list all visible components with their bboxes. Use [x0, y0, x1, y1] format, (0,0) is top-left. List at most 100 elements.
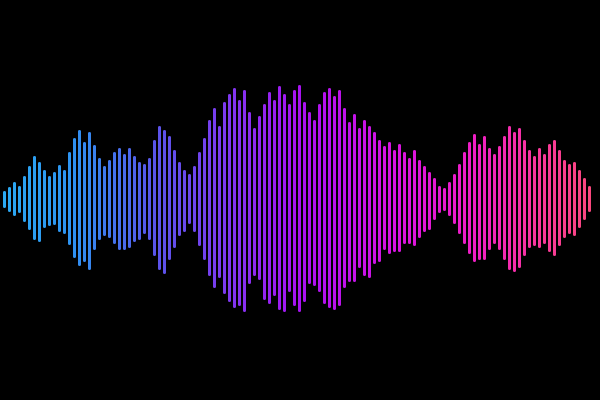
waveform-bar	[393, 150, 396, 252]
waveform-bar	[373, 132, 376, 264]
waveform-bar	[518, 128, 521, 268]
waveform-bar	[183, 170, 186, 232]
waveform-bar	[173, 150, 176, 248]
waveform-bar	[448, 182, 451, 216]
waveform-bar	[458, 164, 461, 234]
waveform-bar	[538, 148, 541, 248]
waveform-bar	[468, 142, 471, 254]
waveform-bar	[268, 92, 271, 304]
waveform-bar	[203, 138, 206, 260]
waveform-bar	[208, 120, 211, 276]
waveform-bar	[583, 178, 586, 220]
waveform-bar	[23, 176, 26, 222]
waveform-bar	[33, 156, 36, 240]
waveform-bar	[318, 104, 321, 292]
waveform-bar	[428, 172, 431, 230]
waveform-bar	[573, 162, 576, 236]
waveform-bar	[543, 154, 546, 244]
waveform-bar	[213, 108, 216, 288]
waveform-bar	[333, 96, 336, 310]
waveform-bar	[473, 134, 476, 262]
waveform-bar	[413, 150, 416, 246]
waveform-bar	[83, 142, 86, 262]
waveform-bar	[178, 162, 181, 236]
waveform-bar	[323, 92, 326, 304]
waveform-bar	[28, 166, 31, 230]
waveform-bar	[93, 145, 96, 250]
waveform-bar	[48, 176, 51, 226]
waveform-bar	[198, 152, 201, 246]
waveform-bar	[558, 150, 561, 246]
waveform-bar	[38, 162, 41, 242]
waveform-bar	[353, 114, 356, 282]
waveform-bar	[128, 148, 131, 248]
waveform-bar	[108, 160, 111, 238]
waveform-bar	[443, 188, 446, 211]
waveform-bar	[138, 162, 141, 240]
waveform-bar	[288, 104, 291, 292]
waveform-bar	[383, 146, 386, 250]
waveform-bar	[158, 126, 161, 270]
waveform-bar	[303, 102, 306, 302]
waveform-bar	[58, 165, 61, 232]
waveform-bar	[488, 148, 491, 250]
waveform-bar	[188, 174, 191, 224]
waveform-bar	[463, 152, 466, 244]
waveform-bar	[68, 152, 71, 245]
waveform-bar	[218, 126, 221, 278]
waveform-bar	[563, 160, 566, 238]
waveform-bar	[508, 126, 511, 270]
waveform-bar	[433, 178, 436, 220]
waveform-bar	[3, 191, 6, 208]
waveform-bar	[438, 186, 441, 213]
waveform-bar	[133, 156, 136, 242]
waveform-bar	[193, 166, 196, 232]
waveform-bar	[263, 104, 266, 300]
waveform-bar	[588, 186, 591, 212]
waveform-bar	[453, 174, 456, 224]
waveform-bar	[368, 126, 371, 278]
waveform-bar	[293, 90, 296, 306]
waveform-bar	[513, 132, 516, 272]
waveform-bar	[553, 140, 556, 256]
waveform-bar	[223, 102, 226, 294]
waveform-bar	[418, 160, 421, 238]
waveform-bar	[118, 148, 121, 250]
waveform-bar	[483, 136, 486, 260]
waveform-bar	[533, 156, 536, 246]
waveform-bar	[348, 122, 351, 282]
waveform-bar	[403, 152, 406, 244]
waveform-bar	[233, 88, 236, 308]
waveform-bar	[43, 170, 46, 228]
waveform-bar	[308, 112, 311, 284]
waveform-bar	[88, 132, 91, 270]
waveform-bar	[528, 150, 531, 248]
waveform-bar	[53, 172, 56, 225]
waveform-bar	[478, 144, 481, 260]
waveform-bar	[148, 158, 151, 240]
waveform-bar	[358, 128, 361, 268]
waveform-bar	[63, 170, 66, 234]
waveform-bar	[8, 187, 11, 212]
waveform-bar	[278, 86, 281, 310]
waveform-bar	[423, 166, 426, 232]
waveform-bar	[408, 158, 411, 244]
waveform-bar	[103, 166, 106, 236]
waveform-bar	[113, 152, 116, 244]
waveform-bar	[243, 90, 246, 312]
waveform-bar	[493, 154, 496, 244]
waveform-bar	[343, 108, 346, 288]
waveform-bar	[78, 130, 81, 266]
waveform-bar	[258, 116, 261, 280]
waveform-bar	[388, 142, 391, 254]
waveform-bar	[338, 90, 341, 306]
waveform-bar	[283, 94, 286, 312]
waveform-bar	[313, 120, 316, 286]
waveform-bar	[153, 140, 156, 256]
waveform-bar	[298, 85, 301, 312]
waveform-bar	[498, 146, 501, 250]
waveform-bar	[378, 140, 381, 262]
waveform-bar	[253, 128, 256, 276]
